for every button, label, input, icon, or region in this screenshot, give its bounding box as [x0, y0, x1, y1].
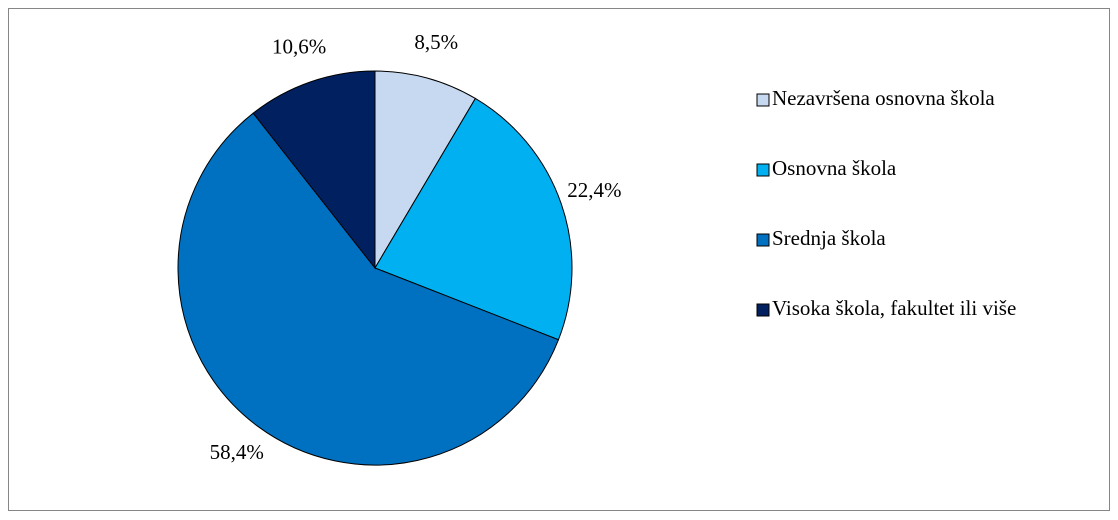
legend-swatch [756, 233, 770, 247]
legend-label: Osnovna škola [772, 156, 897, 180]
legend-label: Srednja škola [772, 226, 886, 250]
pie-slice [252, 70, 376, 270]
data-label: 10,6% [272, 35, 326, 59]
legend-swatch [756, 303, 770, 317]
legend-label: Visoka škola, fakultet ili više [772, 296, 1016, 320]
pie-slice [177, 112, 560, 466]
legend-swatch [756, 93, 770, 107]
data-label: 8,5% [414, 30, 458, 54]
legend-label: Nezavršena osnovna škola [772, 86, 995, 110]
data-label: 22,4% [567, 178, 621, 202]
pie-slice [374, 70, 477, 270]
data-label: 58,4% [210, 440, 264, 464]
pie-slice [374, 97, 573, 341]
legend-swatch [756, 163, 770, 177]
